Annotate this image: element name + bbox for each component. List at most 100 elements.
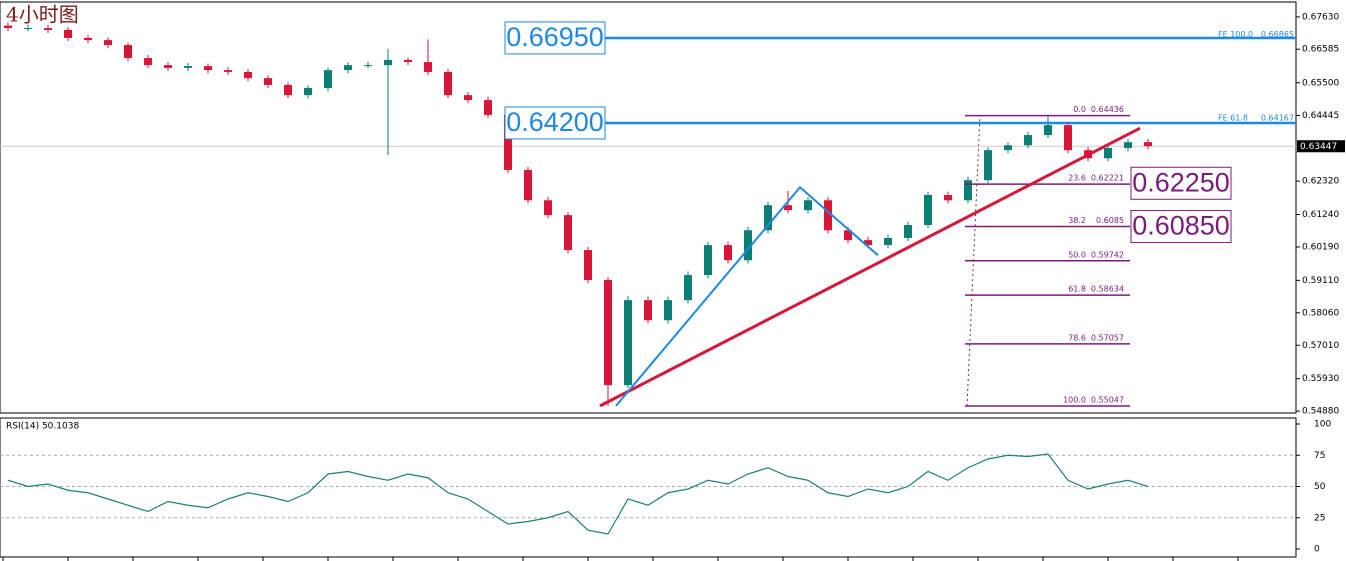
candle-body bbox=[84, 37, 92, 41]
candle-body bbox=[744, 230, 752, 261]
candle-body bbox=[384, 59, 392, 66]
rsi-line bbox=[7, 453, 1149, 535]
level-box bbox=[1130, 210, 1232, 244]
last-price-label: 0.63447 bbox=[1300, 142, 1337, 152]
level-label: 0.66950 bbox=[506, 22, 604, 52]
y-tick-label: 0.60190 bbox=[1302, 242, 1339, 252]
y-tick-label: 0.59110 bbox=[1302, 276, 1339, 286]
level-label: 0.60850 bbox=[1132, 211, 1230, 241]
y-tick-label: 100 bbox=[1314, 420, 1331, 430]
candle-body bbox=[164, 65, 172, 68]
candle-body bbox=[1004, 145, 1012, 151]
y-tick-label: 0 bbox=[1314, 545, 1320, 555]
candle-body bbox=[904, 225, 912, 238]
fe-path bbox=[615, 185, 879, 407]
fib-value: 0.57057 bbox=[1091, 333, 1124, 342]
fe-name: FE 100.0 bbox=[1218, 30, 1253, 39]
candle-body bbox=[424, 62, 432, 72]
candle-body bbox=[1144, 142, 1152, 147]
candle-body bbox=[604, 280, 612, 386]
candle-body bbox=[464, 95, 472, 101]
rsi-label: RSI(14) 50.1038 bbox=[6, 422, 79, 432]
y-tick-label: 50 bbox=[1314, 482, 1326, 492]
fib-ratio: 23.6 bbox=[1068, 174, 1086, 183]
candle-body bbox=[1024, 135, 1032, 146]
candle-body bbox=[484, 100, 492, 115]
candle-body bbox=[724, 245, 732, 261]
trendline bbox=[599, 126, 1141, 408]
level-box bbox=[504, 21, 606, 55]
candle-body bbox=[204, 66, 212, 71]
candle-body bbox=[784, 205, 792, 211]
fib-value: 0.6085 bbox=[1096, 216, 1124, 225]
level-box bbox=[1130, 166, 1232, 200]
fib-ratio: 78.6 bbox=[1068, 333, 1086, 342]
candle-body bbox=[564, 215, 572, 251]
candle-body bbox=[824, 200, 832, 231]
candle-body bbox=[44, 28, 52, 30]
candle-body bbox=[324, 70, 332, 89]
candle-body bbox=[4, 25, 12, 29]
candle-body bbox=[364, 65, 372, 67]
candle-body bbox=[124, 45, 132, 59]
candle-body bbox=[624, 300, 632, 386]
candle-body bbox=[984, 150, 992, 181]
rsi-panel bbox=[0, 417, 1297, 558]
candle-body bbox=[244, 71, 252, 79]
fib-value: 0.58634 bbox=[1091, 285, 1124, 294]
candle-body bbox=[964, 180, 972, 201]
fib-value: 0.59742 bbox=[1091, 250, 1124, 259]
fib-value: 0.62221 bbox=[1091, 174, 1124, 183]
candle-body bbox=[1104, 148, 1112, 159]
y-tick-label: 0.67630 bbox=[1302, 12, 1339, 22]
candle-body bbox=[264, 78, 272, 85]
last-price-box bbox=[1297, 140, 1345, 153]
y-tick-label: 0.58060 bbox=[1302, 308, 1339, 318]
candle-body bbox=[664, 300, 672, 321]
candle-body bbox=[864, 240, 872, 246]
candle-body bbox=[444, 71, 452, 96]
candle-body bbox=[924, 195, 932, 226]
candle-body bbox=[24, 28, 32, 30]
candle-body bbox=[644, 300, 652, 321]
candle-body bbox=[404, 59, 412, 63]
level-label: 0.64200 bbox=[506, 107, 604, 137]
fib-ratio: 0.0 bbox=[1073, 105, 1086, 114]
price-panel bbox=[0, 1, 1297, 414]
y-tick-label: 0.57010 bbox=[1302, 341, 1339, 351]
y-tick-label: 0.64445 bbox=[1302, 111, 1339, 121]
y-tick-label: 0.62320 bbox=[1302, 177, 1339, 187]
candle-body bbox=[1044, 125, 1052, 136]
candle-body bbox=[104, 40, 112, 46]
candle-body bbox=[304, 88, 312, 96]
candle-body bbox=[704, 245, 712, 276]
fib-ratio: 50.0 bbox=[1068, 250, 1086, 259]
fib-ratio: 61.8 bbox=[1068, 285, 1086, 294]
fib-ratio: 100.0 bbox=[1063, 395, 1086, 404]
y-tick-label: 0.61240 bbox=[1302, 210, 1339, 220]
fib-ratio: 38.2 bbox=[1068, 216, 1086, 225]
candle-body bbox=[804, 200, 812, 211]
y-tick-label: 0.55930 bbox=[1302, 374, 1339, 384]
y-tick-label: 0.65500 bbox=[1302, 78, 1339, 88]
fe-value: 0.66865 bbox=[1261, 30, 1294, 39]
candle-body bbox=[944, 195, 952, 201]
y-tick-label: 25 bbox=[1314, 513, 1325, 523]
candle-body bbox=[544, 200, 552, 216]
candle-body bbox=[524, 169, 532, 201]
y-tick-label: 0.54880 bbox=[1302, 407, 1339, 417]
y-tick-label: 0.66585 bbox=[1302, 45, 1339, 55]
candle-body bbox=[584, 250, 592, 281]
level-label: 0.62250 bbox=[1132, 167, 1230, 197]
fib-value: 0.64436 bbox=[1091, 105, 1124, 114]
chart-title: 4小时图 bbox=[6, 3, 79, 27]
candle-body bbox=[844, 230, 852, 241]
candle-body bbox=[224, 70, 232, 72]
candle-body bbox=[1064, 125, 1072, 151]
fe-value: 0.64167 bbox=[1261, 113, 1294, 122]
y-tick-label: 75 bbox=[1314, 451, 1325, 461]
level-box bbox=[504, 106, 606, 140]
candle-body bbox=[764, 205, 772, 231]
candle-body bbox=[284, 84, 292, 96]
